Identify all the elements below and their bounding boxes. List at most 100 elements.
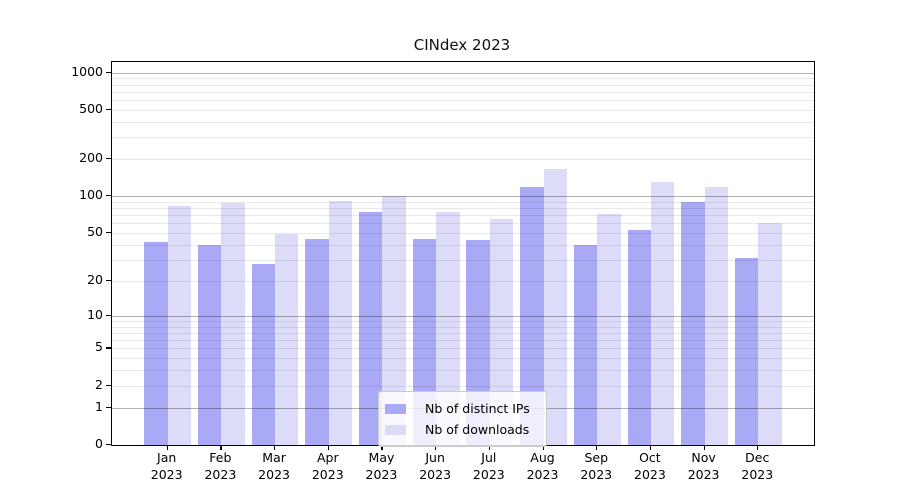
minor-gridline (112, 385, 814, 387)
x-tick-year: 2023 (580, 466, 613, 482)
legend-label: Nb of downloads (425, 422, 530, 437)
bar-downloads (489, 219, 514, 445)
major-gridline (112, 196, 814, 198)
minor-gridline (112, 201, 814, 203)
bar-distinct-ips (681, 201, 705, 445)
x-tick-month: Jul (481, 450, 497, 465)
legend-row-downloads: Nb of downloads (385, 419, 540, 440)
y-tick-mark (106, 232, 111, 234)
x-tick-month: Mar (262, 450, 286, 465)
bar-downloads (328, 200, 353, 445)
x-tick-year: 2023 (526, 466, 559, 482)
x-tick-label: May 2023 (349, 450, 413, 483)
x-tick-year: 2023 (311, 466, 344, 482)
x-tick-month: Nov (691, 450, 716, 465)
bar-distinct-ips (359, 211, 383, 445)
y-tick-mark (106, 158, 111, 160)
y-tick-mark (106, 444, 111, 446)
grid-layer (112, 62, 814, 445)
y-tick-label: 20 (87, 271, 103, 287)
x-tick-label: Jan 2023 (135, 450, 199, 483)
x-tick-year: 2023 (472, 466, 505, 482)
y-tick-label: 1000 (71, 63, 103, 79)
minor-gridline (112, 91, 814, 93)
bar-distinct-ips (251, 263, 276, 445)
x-tick-year: 2023 (634, 466, 666, 482)
major-gridline (112, 315, 814, 317)
bar-distinct-ips (573, 244, 598, 445)
x-tick-mark (488, 445, 491, 450)
x-tick-label: Mar 2023 (242, 450, 306, 483)
y-tick-mark (106, 406, 111, 408)
bar-distinct-ips (197, 244, 222, 445)
x-tick-month: Oct (639, 450, 661, 465)
x-tick-label: Nov 2023 (672, 450, 736, 483)
minor-gridline (112, 215, 814, 217)
minor-gridline (112, 159, 814, 161)
x-tick-label: Feb 2023 (188, 450, 252, 483)
y-tick-label: 100 (79, 187, 103, 203)
minor-gridline (112, 100, 814, 102)
x-tick-mark (166, 445, 168, 450)
minor-gridline (112, 340, 814, 342)
bar-distinct-ips (305, 238, 329, 445)
y-tick-label: 200 (79, 150, 103, 166)
x-tick-mark (220, 445, 222, 450)
bar-downloads (221, 203, 245, 445)
x-tick-mark (757, 445, 759, 450)
x-tick-label: Sep 2023 (564, 450, 628, 483)
minor-gridline (112, 326, 814, 328)
y-tick-label: 1 (95, 398, 103, 414)
y-tick-label: 2 (95, 376, 103, 392)
plot-area (111, 61, 815, 446)
x-tick-mark (435, 445, 437, 450)
bar-downloads (597, 213, 621, 445)
x-tick-label: Dec 2023 (725, 450, 789, 483)
x-tick-month: Feb (209, 450, 232, 465)
y-tick-label: 500 (79, 101, 103, 116)
minor-gridline (112, 370, 814, 372)
minor-gridline (112, 84, 814, 86)
chart-title: CINdex 2023 (413, 36, 511, 54)
bar-downloads (704, 187, 728, 445)
legend-row-distinct-ips: Nb of distinct IPs (385, 398, 540, 419)
minor-gridline (112, 320, 814, 322)
bar-distinct-ips (144, 242, 168, 445)
bar-downloads (382, 196, 406, 445)
bar-downloads (167, 206, 192, 445)
y-tick-mark (106, 347, 111, 349)
minor-gridline (112, 110, 814, 111)
y-tick-mark (106, 109, 111, 111)
x-tick-label: Jun 2023 (403, 450, 467, 483)
legend: Nb of distinct IPs Nb of downloads (378, 391, 547, 447)
bar-distinct-ips (627, 230, 651, 445)
minor-gridline (112, 208, 814, 210)
x-tick-month: Aug (530, 450, 555, 465)
x-tick-label: Oct 2023 (618, 450, 682, 483)
x-tick-label: Jul 2023 (457, 450, 521, 483)
minor-gridline (112, 332, 814, 334)
minor-gridline (112, 259, 814, 261)
y-tick-label: 50 (87, 224, 103, 240)
x-tick-mark (596, 445, 598, 450)
y-tick-mark (106, 71, 111, 73)
x-tick-year: 2023 (741, 466, 774, 482)
y-tick-mark (106, 314, 111, 316)
legend-swatch-downloads (385, 424, 406, 435)
minor-gridline (112, 348, 814, 350)
x-tick-year: 2023 (204, 466, 237, 482)
y-tick-mark (106, 195, 111, 197)
x-tick-month: Apr (316, 450, 339, 465)
bar-downloads (436, 212, 460, 445)
x-tick-year: 2023 (365, 466, 398, 482)
minor-gridline (112, 122, 814, 123)
minor-gridline (112, 233, 814, 235)
minor-gridline (112, 280, 814, 282)
x-tick-year: 2023 (258, 466, 290, 482)
x-tick-label: Apr 2023 (296, 450, 360, 483)
x-tick-month: Dec (745, 450, 770, 465)
x-tick-month: Jan (157, 450, 177, 465)
bar-distinct-ips (520, 187, 544, 445)
x-tick-mark (542, 445, 544, 450)
